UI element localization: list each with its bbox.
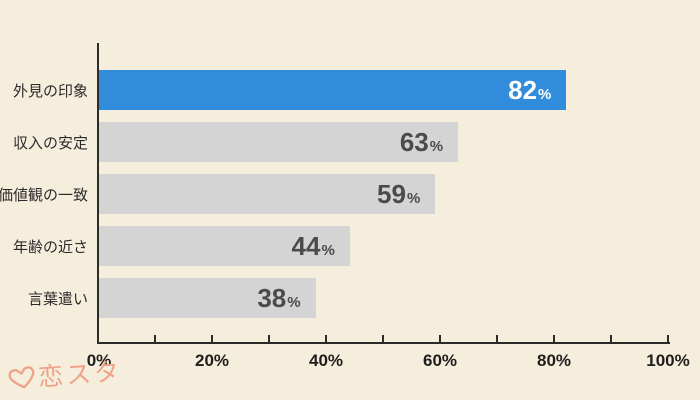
axis-tick [553,335,555,342]
bar-speech: 38% [99,278,316,318]
category-label-appearance: 外見の印象 [12,82,88,100]
value-label: 63% [399,127,444,157]
logo-text: 恋スタ [37,358,123,392]
value-label: 44% [291,231,335,261]
axis-tick [268,335,270,342]
axis-tick-label-20: 20% [194,351,230,370]
axis-tick-label-80: 80% [536,351,572,370]
value-label: 38% [257,283,301,313]
value-label: 59% [377,179,421,209]
value-label: 82% [508,75,552,105]
axis-tick-label-60: 60% [422,351,458,370]
axis-tick [496,335,498,342]
axis-tick-label-100: 100% [646,351,690,370]
axis-tick [610,335,612,342]
category-label-income: 収入の安定 [12,134,88,152]
axis-tick-label-40: 40% [308,351,344,370]
axis-tick [667,335,669,342]
heart-icon [6,362,38,392]
axis-tick-label-0: 0% [86,351,112,370]
bar-appearance: 82% [99,70,567,110]
bar-age: 44% [99,226,350,266]
axis-tick [325,335,327,342]
bar-income: 63% [99,122,459,162]
y-axis-line [97,43,99,344]
category-label-age: 年齢の近さ [12,238,88,256]
axis-tick [382,335,384,342]
axis-tick [439,335,441,342]
category-label-speech: 言葉遣い [27,290,88,308]
axis-tick [211,335,213,342]
logo: 恋スタ [6,352,123,396]
category-label-values: 価値観の一致 [0,186,88,204]
axis-tick [154,335,156,342]
bar-values: 59% [99,174,436,214]
x-axis-line [97,342,670,344]
